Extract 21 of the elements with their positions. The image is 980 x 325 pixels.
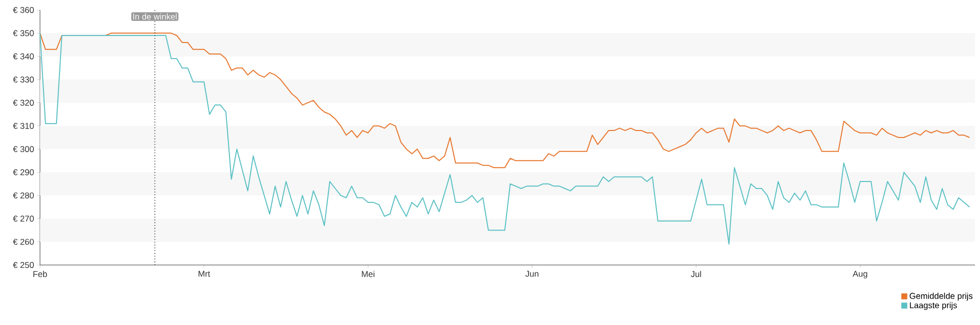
- y-tick-label: € 290: [13, 169, 34, 176]
- x-tick-label: Aug: [852, 270, 868, 278]
- x-tick-label: Mei: [362, 270, 374, 278]
- y-tick-label: € 330: [13, 76, 34, 83]
- y-tick-label: € 270: [13, 216, 34, 222]
- legend-label: Laagste prijs: [910, 302, 957, 310]
- y-tick-label: € 300: [13, 146, 34, 152]
- y-tick-label: € 360: [13, 7, 34, 13]
- x-tick-label: Mrt: [198, 270, 210, 277]
- y-tick-label: € 280: [13, 192, 34, 198]
- y-tick-label: € 250: [13, 262, 34, 268]
- legend-label: Gemiddelde prijs: [910, 292, 972, 301]
- annotation: In de winkel: [133, 13, 177, 20]
- y-tick-label: € 340: [13, 53, 34, 60]
- x-tick-label: Jul: [690, 270, 701, 278]
- y-tick-label: € 320: [13, 100, 34, 106]
- x-tick-label: Feb: [33, 270, 47, 278]
- y-tick-label: € 350: [13, 30, 34, 36]
- y-tick-label: € 260: [13, 238, 34, 245]
- y-tick-label: € 310: [13, 122, 34, 129]
- x-tick-label: Jun: [525, 270, 538, 277]
